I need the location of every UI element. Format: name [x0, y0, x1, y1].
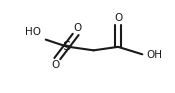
Text: O: O	[73, 23, 82, 33]
Text: OH: OH	[147, 50, 163, 60]
Text: O: O	[114, 13, 122, 23]
Text: S: S	[62, 40, 71, 53]
Text: HO: HO	[25, 27, 41, 37]
Text: O: O	[51, 60, 60, 70]
